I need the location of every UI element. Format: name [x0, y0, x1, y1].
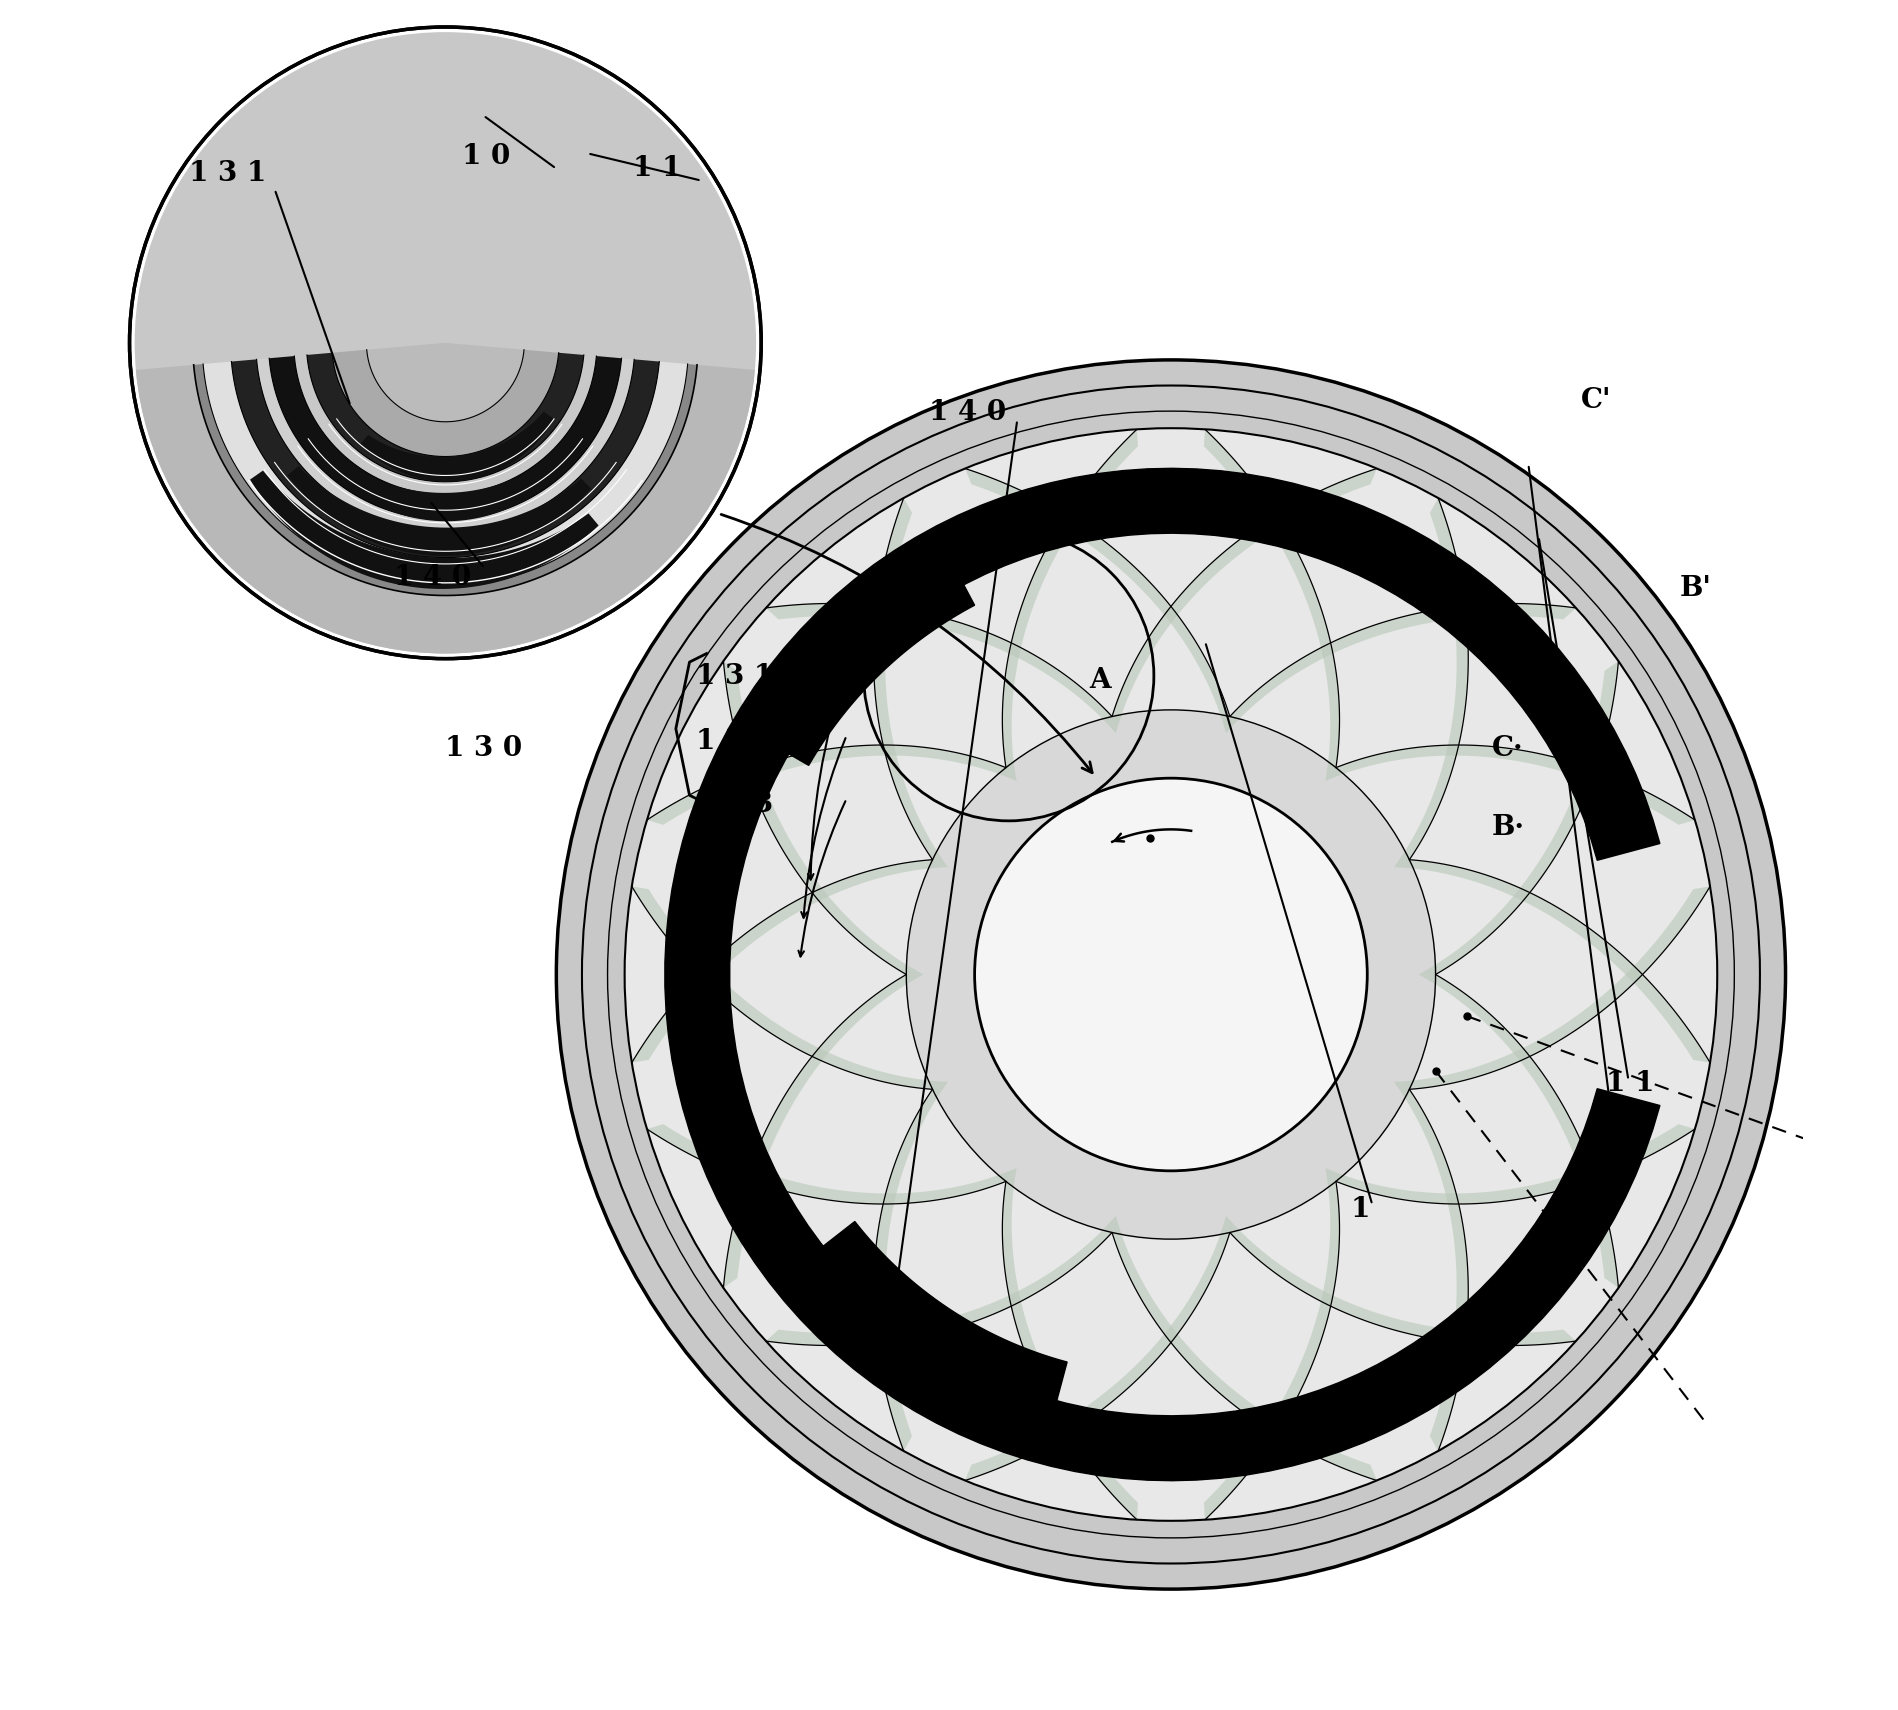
Polygon shape [194, 364, 697, 595]
Text: B': B' [1680, 575, 1712, 602]
Polygon shape [1002, 1168, 1139, 1520]
Polygon shape [131, 364, 759, 658]
Polygon shape [1393, 1082, 1469, 1452]
Polygon shape [1418, 662, 1619, 975]
Polygon shape [287, 467, 590, 556]
Polygon shape [1393, 860, 1710, 1062]
Text: 1 3 3: 1 3 3 [697, 792, 774, 819]
Polygon shape [647, 1123, 1017, 1204]
Polygon shape [1203, 1168, 1340, 1520]
Polygon shape [361, 412, 554, 482]
Polygon shape [1393, 886, 1710, 1089]
Text: 1 4 0: 1 4 0 [928, 398, 1006, 426]
Polygon shape [723, 975, 924, 1288]
Polygon shape [332, 351, 558, 457]
Polygon shape [1226, 604, 1575, 734]
Text: 1 3 1: 1 3 1 [697, 663, 774, 691]
Polygon shape [1325, 1123, 1695, 1204]
Polygon shape [767, 604, 1116, 734]
Text: 1 3 0: 1 3 0 [446, 735, 522, 763]
Polygon shape [767, 1216, 1116, 1346]
Text: 1 3 2: 1 3 2 [697, 728, 774, 756]
Polygon shape [307, 352, 585, 482]
Text: 1 4 0: 1 4 0 [395, 564, 471, 592]
Text: 1 0: 1 0 [1589, 1132, 1638, 1159]
Text: 1 3 1: 1 3 1 [190, 159, 266, 186]
Polygon shape [256, 359, 634, 532]
Text: C·: C· [1492, 735, 1524, 763]
Polygon shape [964, 1216, 1230, 1481]
Polygon shape [232, 359, 659, 557]
Polygon shape [624, 428, 1718, 1520]
Polygon shape [1112, 1216, 1376, 1481]
Polygon shape [1002, 429, 1139, 781]
Text: B·: B· [1492, 814, 1524, 841]
Polygon shape [1203, 429, 1340, 781]
Polygon shape [964, 469, 1230, 734]
Polygon shape [873, 498, 947, 867]
Polygon shape [632, 860, 947, 1062]
Text: 1 0: 1 0 [463, 142, 511, 169]
Text: C': C' [1581, 386, 1611, 414]
Polygon shape [366, 342, 524, 422]
Polygon shape [1325, 746, 1695, 824]
Polygon shape [1418, 975, 1619, 1288]
Circle shape [129, 27, 761, 658]
Polygon shape [203, 361, 687, 587]
Text: 1 1: 1 1 [1606, 1069, 1655, 1096]
Polygon shape [556, 359, 1786, 1589]
Polygon shape [647, 746, 1017, 824]
Polygon shape [873, 1082, 947, 1452]
Polygon shape [907, 710, 1435, 1240]
Polygon shape [325, 445, 577, 522]
Circle shape [974, 778, 1367, 1171]
Polygon shape [1226, 1216, 1575, 1346]
Polygon shape [742, 537, 974, 766]
Polygon shape [664, 469, 1661, 1481]
Polygon shape [129, 27, 761, 658]
Polygon shape [793, 1221, 1067, 1436]
Polygon shape [723, 662, 924, 975]
Polygon shape [1393, 498, 1469, 867]
Text: 1: 1 [1349, 1195, 1370, 1223]
Polygon shape [1112, 469, 1376, 734]
Polygon shape [251, 470, 598, 588]
Text: 1 1: 1 1 [634, 154, 681, 181]
Polygon shape [294, 356, 596, 494]
Polygon shape [632, 886, 947, 1089]
Polygon shape [270, 356, 621, 520]
Text: A: A [1089, 667, 1110, 694]
